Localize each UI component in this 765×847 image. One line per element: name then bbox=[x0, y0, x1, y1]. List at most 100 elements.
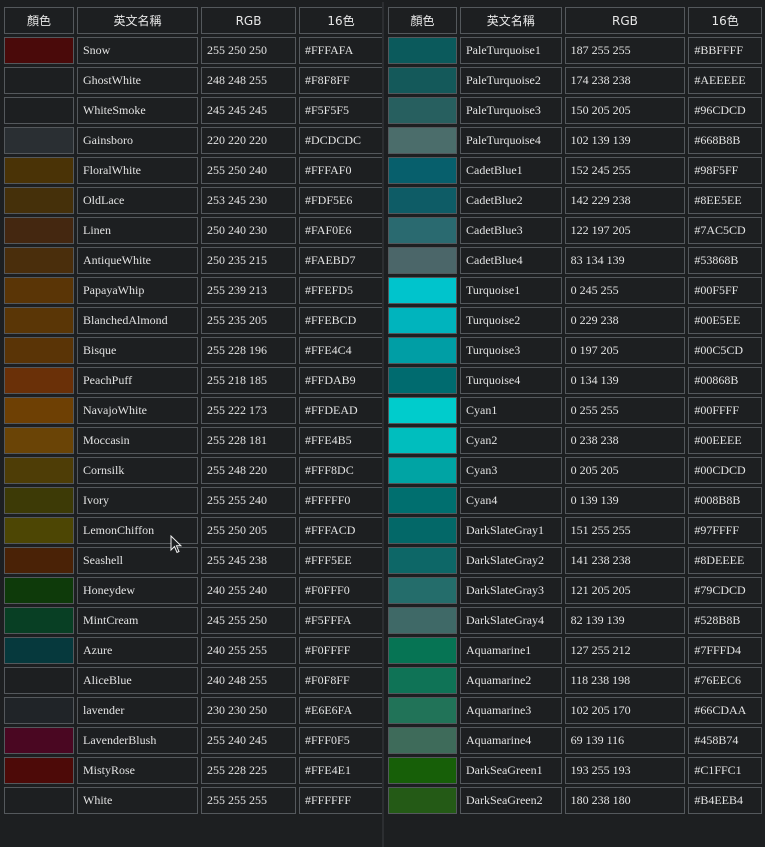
hex-value-cell: #76EEC6 bbox=[688, 667, 762, 694]
rgb-value-cell: 142 229 238 bbox=[564, 187, 686, 214]
color-name-cell: CadetBlue3 bbox=[459, 217, 562, 244]
table-row: LavenderBlush 255 240 245 #FFF0F5 bbox=[4, 727, 383, 754]
color-swatch-cell bbox=[388, 367, 457, 394]
color-swatch-cell bbox=[388, 157, 457, 184]
hex-value-cell: #FFFACD bbox=[299, 517, 383, 544]
color-swatch-cell bbox=[4, 787, 74, 814]
color-swatch bbox=[5, 428, 73, 453]
color-swatch-cell bbox=[4, 337, 74, 364]
rgb-value-cell: 255 239 213 bbox=[201, 277, 296, 304]
table-row: lavender 230 230 250 #E6E6FA bbox=[4, 697, 383, 724]
color-swatch bbox=[389, 278, 456, 303]
hex-value-cell: #00CDCD bbox=[688, 457, 762, 484]
color-name-cell: Cyan3 bbox=[459, 457, 562, 484]
color-name-cell: PaleTurquoise4 bbox=[459, 127, 562, 154]
hex-value-cell: #FFDEAD bbox=[299, 397, 383, 424]
color-swatch-cell bbox=[388, 337, 457, 364]
left-table-body: Snow 255 250 250 #FFFAFA GhostWhite 248 248 … bbox=[4, 37, 383, 814]
color-swatch-cell bbox=[4, 367, 74, 394]
hex-value-cell: #79CDCD bbox=[688, 577, 762, 604]
color-swatch bbox=[389, 188, 456, 213]
color-swatch bbox=[5, 608, 73, 633]
rgb-value-cell: 230 230 250 bbox=[201, 697, 296, 724]
hex-value-cell: #008B8B bbox=[688, 487, 762, 514]
hex-value-cell: #DCDCDC bbox=[299, 127, 383, 154]
hex-value-cell: #FAF0E6 bbox=[299, 217, 383, 244]
color-swatch bbox=[389, 608, 456, 633]
color-swatch bbox=[5, 668, 73, 693]
rgb-value-cell: 250 240 230 bbox=[201, 217, 296, 244]
header-row: 顏色 英文名稱 RGB 16色 bbox=[4, 7, 383, 34]
color-swatch bbox=[5, 308, 73, 333]
table-row: Cyan3 0 205 205 #00CDCD bbox=[388, 457, 762, 484]
color-swatch-cell bbox=[388, 247, 457, 274]
rgb-value-cell: 255 255 240 bbox=[201, 487, 296, 514]
color-name-cell: DarkSlateGray4 bbox=[459, 607, 562, 634]
color-swatch bbox=[389, 338, 456, 363]
table-row: Honeydew 240 255 240 #F0FFF0 bbox=[4, 577, 383, 604]
color-swatch bbox=[5, 188, 73, 213]
color-name-cell: WhiteSmoke bbox=[77, 97, 198, 124]
color-swatch bbox=[5, 158, 73, 183]
hex-value-cell: #00F5FF bbox=[688, 277, 762, 304]
hex-value-cell: #E6E6FA bbox=[299, 697, 383, 724]
color-swatch-cell bbox=[4, 607, 74, 634]
color-swatch-cell bbox=[388, 307, 457, 334]
table-row: Seashell 255 245 238 #FFF5EE bbox=[4, 547, 383, 574]
table-row: BlanchedAlmond 255 235 205 #FFEBCD bbox=[4, 307, 383, 334]
rgb-value-cell: 255 228 225 bbox=[201, 757, 296, 784]
hex-value-cell: #7AC5CD bbox=[688, 217, 762, 244]
color-swatch bbox=[389, 38, 456, 63]
hex-value-cell: #FFE4E1 bbox=[299, 757, 383, 784]
rgb-value-cell: 102 205 170 bbox=[564, 697, 686, 724]
hex-value-cell: #F0F8FF bbox=[299, 667, 383, 694]
color-swatch-cell bbox=[4, 427, 74, 454]
color-swatch bbox=[389, 248, 456, 273]
color-swatch-cell bbox=[4, 667, 74, 694]
rgb-value-cell: 0 205 205 bbox=[564, 457, 686, 484]
hex-value-cell: #FFDAB9 bbox=[299, 367, 383, 394]
color-swatch bbox=[5, 488, 73, 513]
color-swatch bbox=[389, 398, 456, 423]
table-row: Turquoise2 0 229 238 #00E5EE bbox=[388, 307, 762, 334]
color-name-cell: BlanchedAlmond bbox=[77, 307, 198, 334]
color-swatch-cell bbox=[4, 487, 74, 514]
color-swatch-cell bbox=[4, 547, 74, 574]
hex-value-cell: #FFF5EE bbox=[299, 547, 383, 574]
hex-value-cell: #FFEFD5 bbox=[299, 277, 383, 304]
rgb-value-cell: 102 139 139 bbox=[564, 127, 686, 154]
table-row: LemonChiffon 255 250 205 #FFFACD bbox=[4, 517, 383, 544]
table-row: Aquamarine4 69 139 116 #458B74 bbox=[388, 727, 762, 754]
color-name-cell: Cornsilk bbox=[77, 457, 198, 484]
hex-value-cell: #FAEBD7 bbox=[299, 247, 383, 274]
rgb-value-cell: 0 197 205 bbox=[564, 337, 686, 364]
table-row: Azure 240 255 255 #F0FFFF bbox=[4, 637, 383, 664]
rgb-value-cell: 240 255 240 bbox=[201, 577, 296, 604]
color-swatch bbox=[5, 368, 73, 393]
color-name-cell: Turquoise4 bbox=[459, 367, 562, 394]
table-row: GhostWhite 248 248 255 #F8F8FF bbox=[4, 67, 383, 94]
color-swatch-cell bbox=[4, 277, 74, 304]
table-row: Bisque 255 228 196 #FFE4C4 bbox=[4, 337, 383, 364]
color-swatch bbox=[5, 578, 73, 603]
table-row: PapayaWhip 255 239 213 #FFEFD5 bbox=[4, 277, 383, 304]
hex-value-cell: #00EEEE bbox=[688, 427, 762, 454]
mouse-cursor-icon bbox=[170, 535, 182, 554]
color-swatch-cell bbox=[4, 637, 74, 664]
rgb-value-cell: 255 240 245 bbox=[201, 727, 296, 754]
table-row: DarkSlateGray1 151 255 255 #97FFFF bbox=[388, 517, 762, 544]
table-row: CadetBlue3 122 197 205 #7AC5CD bbox=[388, 217, 762, 244]
rgb-value-cell: 255 250 205 bbox=[201, 517, 296, 544]
rgb-value-cell: 150 205 205 bbox=[564, 97, 686, 124]
color-name-cell: Ivory bbox=[77, 487, 198, 514]
color-name-cell: Aquamarine3 bbox=[459, 697, 562, 724]
table-row: AntiqueWhite 250 235 215 #FAEBD7 bbox=[4, 247, 383, 274]
color-swatch bbox=[389, 728, 456, 753]
rgb-value-cell: 255 222 173 bbox=[201, 397, 296, 424]
color-swatch bbox=[5, 248, 73, 273]
table-row: DarkSlateGray3 121 205 205 #79CDCD bbox=[388, 577, 762, 604]
color-name-cell: PaleTurquoise2 bbox=[459, 67, 562, 94]
color-name-cell: Turquoise3 bbox=[459, 337, 562, 364]
header-row: 顏色 英文名稱 RGB 16色 bbox=[388, 7, 762, 34]
table-row: Gainsboro 220 220 220 #DCDCDC bbox=[4, 127, 383, 154]
